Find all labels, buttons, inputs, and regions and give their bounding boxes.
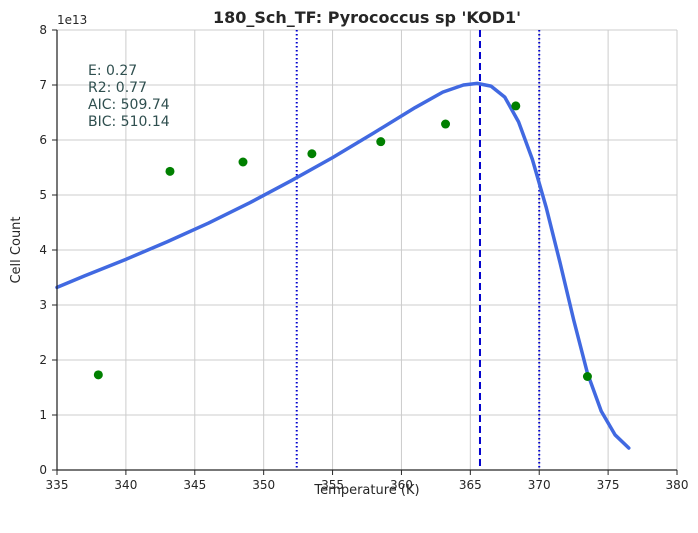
y-tick-label-6: 6	[39, 133, 47, 147]
y-tick-label-5: 5	[39, 188, 47, 202]
data-point-5	[441, 119, 451, 129]
chart-title: 180_Sch_TF: Pyrococcus sp 'KOD1'	[213, 8, 521, 27]
data-points	[93, 101, 592, 381]
x-tick-label-9: 380	[666, 478, 689, 492]
data-point-7	[582, 372, 592, 381]
x-tick-label-7: 370	[528, 478, 551, 492]
fit-curve-group	[55, 81, 631, 450]
x-tick-label-6: 365	[459, 478, 482, 492]
data-point-4	[376, 137, 386, 147]
y-tick-label-2: 2	[39, 353, 47, 367]
x-tick-label-0: 335	[46, 478, 69, 492]
x-axis-label: Temperature (K)	[313, 483, 419, 498]
stats-line-2: AIC: 509.74	[88, 97, 170, 113]
x-tick-label-1: 340	[114, 478, 137, 492]
vertical-lines	[295, 30, 541, 470]
data-point-3	[307, 149, 317, 159]
stats-line-0: E: 0.27	[88, 63, 137, 79]
x-tick-label-3: 350	[252, 478, 275, 492]
grid	[57, 29, 678, 470]
stats-line-3: BIC: 510.14	[88, 114, 170, 130]
x-tick-label-8: 375	[597, 478, 620, 492]
y-offset-label: 1e13	[57, 13, 87, 27]
stats-line-1: R2: 0.77	[88, 80, 147, 96]
y-tick-label-3: 3	[39, 298, 47, 312]
y-tick-label-7: 7	[39, 78, 47, 92]
data-point-0	[93, 370, 103, 380]
x-tick-label-5: 360	[390, 478, 413, 492]
y-tick-label-4: 4	[39, 243, 47, 257]
fit-curve	[55, 81, 631, 450]
x-ticks: 335 340 345 350 355 360 365 370 375 380	[46, 470, 689, 492]
y-tick-label-1: 1	[39, 408, 47, 422]
data-point-1	[165, 166, 175, 176]
data-point-2	[238, 157, 248, 167]
y-ticks: 0 1 2 3 4 5 6 7 8	[39, 23, 57, 477]
x-tick-label-2: 345	[183, 478, 206, 492]
y-axis-label: Cell Count	[9, 216, 24, 283]
x-tick-label-4: 355	[321, 478, 344, 492]
data-point-6	[511, 101, 521, 111]
y-tick-label-0: 0	[39, 463, 47, 477]
y-tick-label-8: 8	[39, 23, 47, 37]
